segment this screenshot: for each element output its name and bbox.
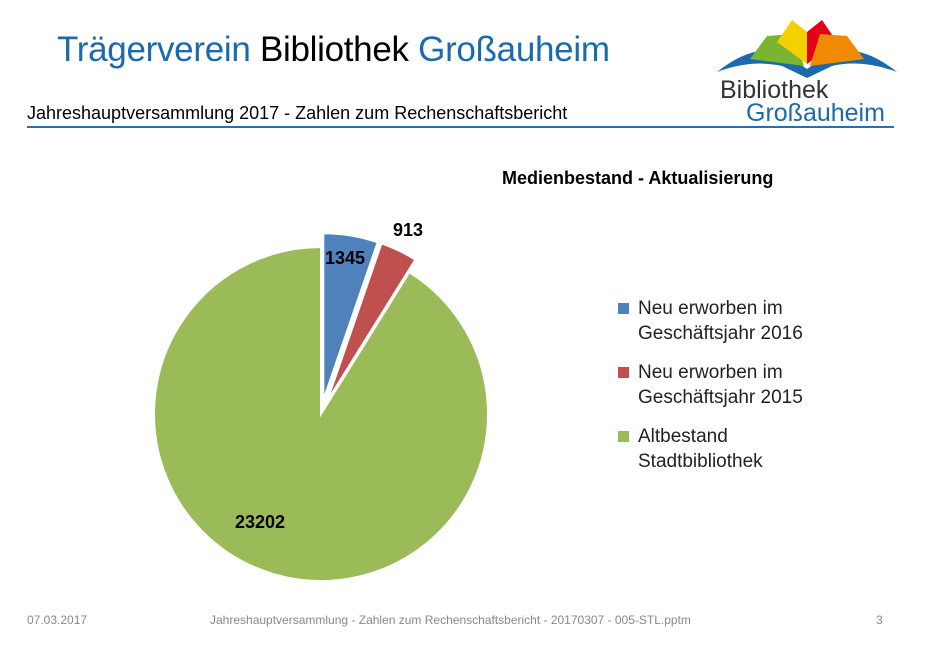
pie-slice (326, 242, 417, 402)
logo-line1: Bibliothek (720, 76, 829, 104)
chart-title: Medienbestand - Aktualisierung (502, 168, 774, 188)
subtitle: Jahreshauptversammlung 2017 - Zahlen zum… (27, 103, 568, 123)
title-part: Bibliothek (259, 30, 409, 69)
page-number: 3 (876, 613, 883, 627)
legend-label: Stadtbibliothek (638, 451, 763, 472)
legend-label: Neu erworben im (638, 298, 783, 319)
legend-item: Altbestand Stadtbibliothek (618, 424, 803, 474)
legend-label: Neu erworben im (638, 362, 783, 383)
data-label: 1345 (325, 248, 365, 268)
library-logo: Bibliothek Großauheim (717, 20, 897, 126)
legend-label: Geschäftsjahr 2015 (638, 387, 803, 408)
header-divider (27, 126, 894, 128)
data-label: 913 (393, 220, 423, 240)
title-part: Großauheim (418, 30, 610, 69)
title-part: Trägerverein (57, 30, 251, 69)
chart-legend: Neu erworben im Geschäftsjahr 2016 Neu er… (618, 296, 803, 488)
legend-swatch (618, 367, 629, 378)
legend-swatch (618, 431, 629, 442)
page-title: Trägerverein Bibliothek Großauheim (57, 30, 610, 70)
footer-date: 07.03.2017 (27, 613, 88, 627)
pie-slice (322, 232, 380, 401)
legend-label: Geschäftsjahr 2016 (638, 323, 803, 344)
legend-item: Neu erworben im Geschäftsjahr 2015 (618, 360, 803, 410)
legend-label: Altbestand (638, 426, 728, 447)
logo-line2: Großauheim (746, 99, 885, 126)
pie-slice (153, 245, 489, 582)
data-label: 23202 (235, 512, 285, 532)
legend-item: Neu erworben im Geschäftsjahr 2016 (618, 296, 803, 346)
legend-swatch (618, 303, 629, 314)
footer-text: Jahreshauptversammlung - Zahlen zum Rech… (210, 613, 691, 627)
